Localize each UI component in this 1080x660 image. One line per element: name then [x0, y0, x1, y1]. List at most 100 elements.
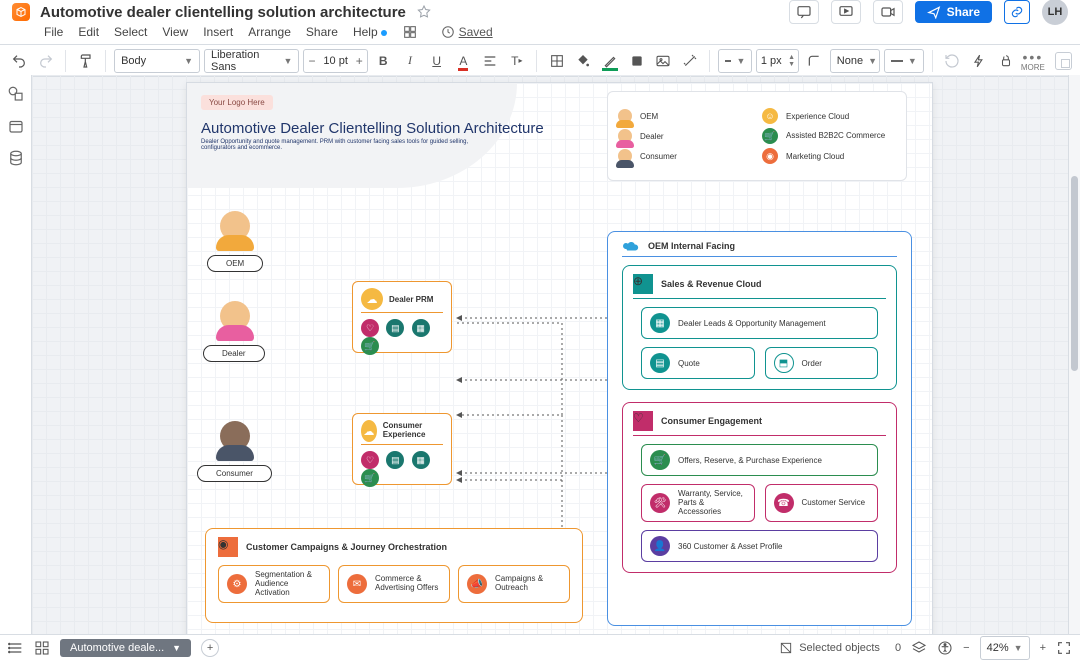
sales-cloud-frame: ⊕ Sales & Revenue Cloud ▦Dealer Leads & … — [622, 265, 897, 390]
shape-button[interactable] — [545, 49, 568, 73]
arrow-end-select[interactable]: ▼ — [884, 49, 924, 73]
font-style-select[interactable]: Body▼ — [114, 49, 200, 73]
canvas[interactable]: Your Logo Here Automotive Dealer Cliente… — [32, 75, 1068, 634]
left-rail — [0, 75, 32, 634]
layers-icon[interactable] — [34, 640, 50, 656]
consumer-experience-card: ☁ Consumer Experience ♡ ▤ ▦ 🛒 — [352, 413, 452, 485]
document-title[interactable]: Automotive dealer clientelling solution … — [40, 4, 406, 21]
layers-stack-icon[interactable] — [911, 640, 927, 656]
extensions-icon[interactable] — [402, 24, 418, 40]
comment-button[interactable] — [789, 0, 819, 24]
fill-button[interactable] — [572, 49, 595, 73]
line-shape-button[interactable] — [803, 49, 826, 73]
cloud-icon: ☁ — [361, 288, 383, 310]
user-avatar[interactable]: LH — [1042, 0, 1068, 25]
save-status[interactable]: Saved — [441, 25, 493, 39]
status-bar: Automotive deale...▼ + Selected objects … — [0, 634, 1080, 660]
arrow-start-select[interactable]: None▼ — [830, 49, 880, 73]
text-color-button[interactable]: A — [452, 49, 475, 73]
help-dot-icon — [381, 30, 387, 36]
underline-button[interactable]: U — [425, 49, 448, 73]
oem-label: OEM — [207, 255, 263, 272]
cart-icon: 🛒 — [361, 337, 379, 355]
share-button[interactable]: Share — [915, 1, 992, 23]
salesforce-icon — [622, 240, 640, 252]
outline-icon[interactable] — [8, 640, 24, 656]
oem-persona — [217, 211, 253, 241]
data-panel-icon[interactable] — [7, 149, 25, 167]
sales-icon: ⊕ — [633, 274, 653, 294]
revert-button[interactable] — [941, 49, 964, 73]
grid-icon: ▦ — [412, 451, 430, 469]
zoom-out-button[interactable]: − — [963, 642, 969, 654]
doc-icon: ▤ — [386, 451, 404, 469]
fullscreen-button[interactable] — [1056, 640, 1072, 656]
vertical-scrollbar[interactable] — [1068, 75, 1080, 634]
dealer-prm-card: ☁ Dealer PRM ♡ ▤ ▦ 🛒 — [352, 281, 452, 353]
paint-format-button[interactable] — [74, 49, 97, 73]
cart-icon: 🛒 — [650, 450, 670, 470]
oem-frame: OEM Internal Facing ⊕ Sales & Revenue Cl… — [607, 231, 912, 626]
cloud-icon: ☁ — [361, 420, 377, 442]
consumer-engagement-frame: ♡ Consumer Engagement 🛒Offers, Reserve, … — [622, 402, 897, 573]
undo-button[interactable] — [8, 49, 31, 73]
font-size-stepper[interactable]: −10 pt+ — [303, 49, 367, 73]
engagement-icon: ♡ — [633, 411, 653, 431]
page-tab[interactable]: Automotive deale...▼ — [60, 639, 191, 657]
action-button[interactable] — [967, 49, 990, 73]
minimap-toggle[interactable] — [1055, 52, 1072, 70]
magic-button[interactable] — [679, 49, 702, 73]
line-width-stepper[interactable]: 1 px▲▼ — [756, 49, 799, 73]
menu-select[interactable]: Select — [114, 25, 147, 39]
outreach-icon: 📣 — [467, 574, 487, 594]
menu-edit[interactable]: Edit — [78, 25, 99, 39]
menu-view[interactable]: View — [162, 25, 188, 39]
commerce-icon: ✉ — [347, 574, 367, 594]
zoom-in-button[interactable]: + — [1040, 642, 1046, 654]
menu-arrange[interactable]: Arrange — [248, 25, 291, 39]
dealer-persona — [217, 301, 253, 331]
consumer-label: Consumer — [197, 465, 272, 482]
star-icon[interactable] — [416, 4, 432, 20]
consumer-persona — [217, 421, 253, 451]
selection-info: Selected objects 0 — [779, 641, 901, 655]
align-button[interactable] — [479, 49, 502, 73]
dealer-label: Dealer — [203, 345, 265, 362]
font-family-select[interactable]: Liberation Sans▼ — [204, 49, 299, 73]
line-style-select[interactable]: ▼ — [718, 49, 752, 73]
shapes-panel-icon[interactable] — [7, 85, 25, 103]
container-panel-icon[interactable] — [7, 117, 25, 135]
order-icon: ⬒ — [774, 353, 794, 373]
heart-icon: ♡ — [361, 451, 379, 469]
italic-button[interactable]: I — [399, 49, 422, 73]
menu-file[interactable]: File — [44, 25, 63, 39]
menu-bar: File Edit Select View Insert Arrange Sha… — [0, 22, 1080, 44]
app-logo[interactable] — [12, 3, 30, 21]
menu-share[interactable]: Share — [306, 25, 338, 39]
campaigns-frame: ◉ Customer Campaigns & Journey Orchestra… — [205, 528, 583, 623]
toolbar: Body▼ Liberation Sans▼ −10 pt+ B I U A T… — [0, 45, 1080, 77]
page: Your Logo Here Automotive Dealer Cliente… — [187, 83, 932, 634]
profile-icon: 👤 — [650, 536, 670, 556]
image-button[interactable] — [652, 49, 675, 73]
text-options-button[interactable]: T▸ — [505, 49, 528, 73]
present-button[interactable] — [831, 0, 861, 24]
warranty-icon: 🛠 — [650, 493, 670, 513]
accessibility-icon[interactable] — [937, 640, 953, 656]
more-button[interactable]: •••MORE — [1021, 50, 1045, 72]
segment-icon: ⚙ — [227, 574, 247, 594]
doc-icon: ▤ — [386, 319, 404, 337]
cart-icon: 🛒 — [361, 469, 379, 487]
bold-button[interactable]: B — [372, 49, 395, 73]
lock-button[interactable] — [994, 49, 1017, 73]
shape-style-button[interactable] — [625, 49, 648, 73]
add-page-button[interactable]: + — [201, 639, 219, 657]
video-button[interactable] — [873, 0, 903, 24]
menu-insert[interactable]: Insert — [203, 25, 233, 39]
share-label: Share — [947, 5, 980, 19]
menu-help[interactable]: Help — [353, 25, 387, 39]
zoom-select[interactable]: 42%▼ — [980, 636, 1030, 660]
copy-link-button[interactable] — [1004, 0, 1030, 24]
redo-button[interactable] — [35, 49, 58, 73]
border-color-button[interactable] — [599, 49, 622, 73]
